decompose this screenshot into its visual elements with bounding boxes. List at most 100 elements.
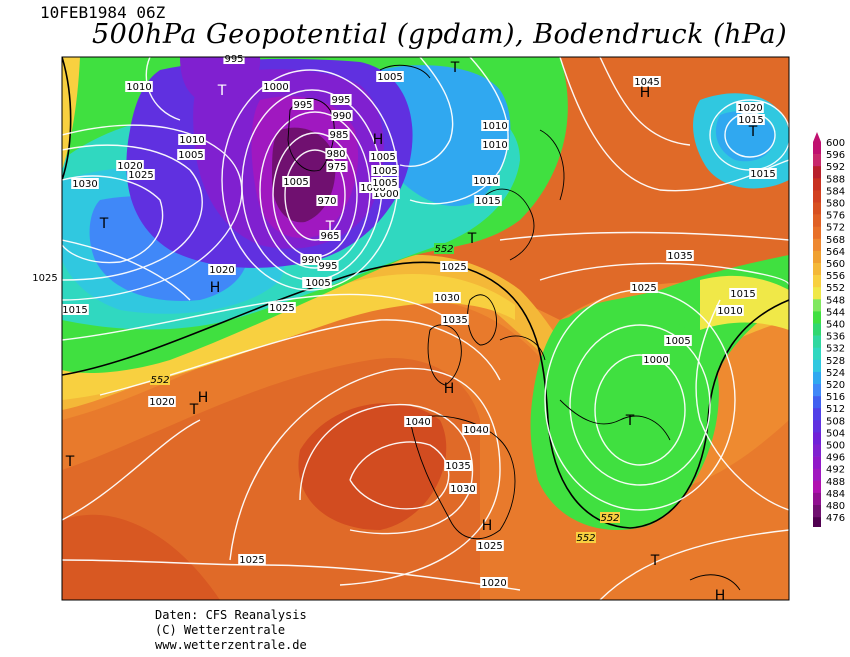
isobar-label: 1005 — [371, 165, 399, 177]
legend-swatch — [813, 214, 821, 227]
svg-text:1005: 1005 — [178, 150, 203, 161]
svg-text:1010: 1010 — [717, 306, 742, 317]
svg-text:1020: 1020 — [209, 265, 234, 276]
svg-text:1020: 1020 — [149, 397, 174, 408]
legend-swatch — [813, 444, 821, 457]
svg-text:1000: 1000 — [360, 183, 385, 194]
low-pressure-center: T — [450, 60, 460, 76]
isobar-label: 1010 — [481, 120, 509, 132]
legend-swatch — [813, 226, 821, 240]
legend-value: 588 — [826, 174, 845, 185]
svg-text:995: 995 — [224, 54, 243, 65]
legend-swatch — [813, 299, 821, 312]
legend-value: 516 — [826, 392, 845, 403]
isobar-label: 990 — [300, 254, 322, 266]
legend-value: 512 — [826, 404, 845, 415]
isobar-label: 1025 — [440, 261, 468, 273]
legend-value: 488 — [826, 477, 845, 488]
isobar-label: 1015 — [61, 304, 89, 316]
low-pressure-center: T — [625, 413, 635, 429]
isobar-label: 1005 — [177, 149, 205, 161]
svg-text:1010: 1010 — [473, 176, 498, 187]
legend-swatch — [813, 178, 821, 191]
legend-value: 492 — [826, 465, 845, 476]
svg-text:1035: 1035 — [667, 251, 692, 262]
svg-text:1015: 1015 — [750, 169, 775, 180]
svg-text:1035: 1035 — [442, 315, 467, 326]
isobar-label: 1025 — [268, 302, 296, 314]
svg-text:1030: 1030 — [72, 179, 97, 190]
isobar-label: 1000 — [262, 81, 290, 93]
svg-text:1010: 1010 — [482, 121, 507, 132]
svg-text:1025: 1025 — [477, 541, 502, 552]
legend-value: 580 — [826, 199, 845, 210]
legend-value: 600 — [826, 138, 845, 149]
svg-text:995: 995 — [318, 261, 337, 272]
svg-text:990: 990 — [301, 255, 320, 266]
isobar-label: 1025 — [630, 282, 658, 294]
svg-text:1025: 1025 — [269, 303, 294, 314]
isobar-label: 1010 — [125, 81, 153, 93]
isobar-label: 995 — [317, 260, 339, 272]
svg-text:1005: 1005 — [283, 177, 308, 188]
isobar-label: 1015 — [474, 195, 502, 207]
map-datetime: 10FEB1984 06Z — [40, 3, 166, 22]
isobar-label: 985 — [328, 129, 350, 141]
legend-value: 572 — [826, 223, 845, 234]
low-pressure-center: T — [217, 83, 227, 99]
isobar-label: 1030 — [71, 178, 99, 190]
isobar-label: 1020 — [148, 396, 176, 408]
svg-text:1015: 1015 — [62, 305, 87, 316]
svg-text:1045: 1045 — [634, 77, 659, 88]
svg-text:1005: 1005 — [370, 152, 395, 163]
svg-text:1000: 1000 — [373, 189, 398, 200]
isobar-label: 1040 — [404, 416, 432, 428]
isobar-label: 1025 — [31, 272, 59, 284]
credits-copyright: (C) Wetterzentrale — [155, 623, 286, 637]
svg-text:1005: 1005 — [372, 178, 397, 189]
svg-text:1030: 1030 — [434, 293, 459, 304]
credits: Daten: CFS Reanalysis (C) Wetterzentrale… — [155, 608, 307, 653]
svg-text:995: 995 — [293, 100, 312, 111]
svg-text:1000: 1000 — [263, 82, 288, 93]
svg-text:552: 552 — [600, 513, 619, 524]
svg-text:995: 995 — [331, 95, 350, 106]
legend-value: 496 — [826, 453, 845, 464]
legend-value: 480 — [826, 501, 845, 512]
svg-text:1010: 1010 — [482, 140, 507, 151]
svg-text:975: 975 — [327, 162, 346, 173]
legend-value: 552 — [826, 283, 845, 294]
map-frame — [61, 56, 790, 601]
geopotential-contour-label: 552 — [576, 532, 596, 544]
credits-data-source: Daten: CFS Reanalysis — [155, 608, 307, 622]
legend-swatch — [813, 275, 821, 288]
legend-value: 524 — [826, 368, 845, 379]
legend-swatch — [813, 202, 821, 215]
legend-swatch — [813, 263, 821, 276]
legend-value: 536 — [826, 332, 845, 343]
svg-text:1010: 1010 — [126, 82, 151, 93]
legend-swatch — [813, 142, 821, 155]
geopotential-contour-label: 552 — [600, 512, 620, 524]
svg-text:1035: 1035 — [445, 461, 470, 472]
svg-text:1000: 1000 — [643, 355, 668, 366]
legend-value: 544 — [826, 307, 845, 318]
legend-swatch — [813, 238, 821, 252]
isobar-label: 995 — [330, 94, 352, 106]
isobar-label: 1005 — [371, 177, 399, 189]
legend-swatch — [813, 468, 821, 482]
isobar-label: 995 — [292, 99, 314, 111]
isobar-label: 1005 — [369, 151, 397, 163]
legend-swatch — [813, 335, 821, 348]
svg-text:1040: 1040 — [405, 417, 430, 428]
svg-text:1020: 1020 — [481, 578, 506, 589]
isobar-label: 1005 — [282, 176, 310, 188]
low-pressure-center: T — [325, 219, 335, 235]
isobar-label: 1010 — [178, 134, 206, 146]
svg-text:1015: 1015 — [738, 115, 763, 126]
svg-text:1010: 1010 — [179, 135, 204, 146]
legend-value: 520 — [826, 380, 845, 391]
legend-value: 504 — [826, 428, 845, 439]
svg-text:552: 552 — [576, 533, 595, 544]
svg-text:1005: 1005 — [665, 336, 690, 347]
